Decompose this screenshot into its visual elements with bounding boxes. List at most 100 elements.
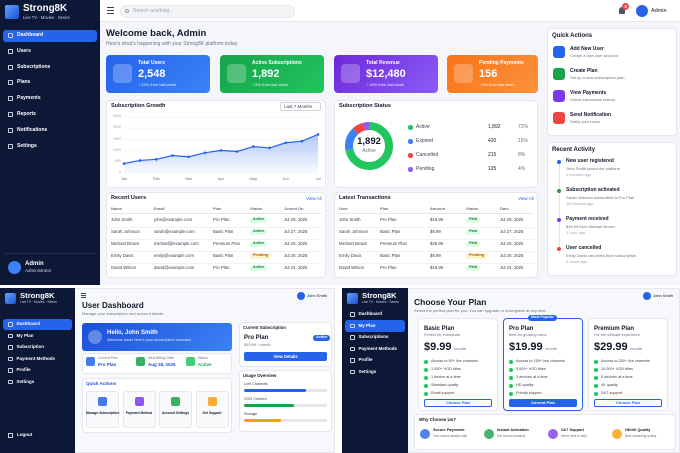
stat-icon bbox=[341, 64, 360, 83]
feature-icon bbox=[484, 429, 494, 439]
panel bbox=[547, 28, 677, 136]
menu-icon-line bbox=[107, 13, 114, 14]
nav-item[interactable]: My Plan bbox=[16, 332, 34, 338]
action-title[interactable]: Send Notification bbox=[570, 112, 612, 118]
topbar-user[interactable]: Admin bbox=[651, 7, 667, 14]
stat-icon bbox=[86, 357, 95, 366]
timeline bbox=[558, 162, 560, 254]
action-icon[interactable] bbox=[553, 112, 565, 124]
action-icon[interactable] bbox=[553, 46, 565, 58]
legend-dot bbox=[408, 153, 413, 158]
divider bbox=[4, 253, 96, 254]
brand-tagline: Live TV · Movies · Series bbox=[23, 14, 70, 20]
plan-button[interactable] bbox=[594, 399, 662, 407]
feature-title: Secure Payments bbox=[433, 428, 465, 432]
view-all-link[interactable]: View All bbox=[518, 196, 534, 201]
nav-item[interactable]: Dashboard bbox=[16, 321, 41, 326]
stat-icon bbox=[186, 357, 195, 366]
nav-item[interactable]: Reports bbox=[17, 111, 36, 117]
nav-item[interactable]: Subscriptions bbox=[17, 63, 51, 70]
action-title[interactable]: Add New User bbox=[570, 46, 604, 52]
x-tick-label: Mar bbox=[185, 176, 193, 181]
action-title[interactable]: View Payments bbox=[570, 90, 607, 96]
check-icon bbox=[594, 384, 598, 388]
status-pill: Paid bbox=[466, 265, 481, 271]
action-title[interactable]: Create Plan bbox=[570, 68, 598, 74]
view-all-link[interactable]: View All bbox=[306, 196, 322, 201]
feature-subtitle: Best streaming quality bbox=[625, 434, 657, 438]
x-tick-label: Jan bbox=[120, 176, 128, 181]
column-header: User bbox=[339, 206, 348, 211]
nav-item[interactable]: Profile bbox=[16, 367, 31, 372]
usage-bar bbox=[244, 404, 294, 407]
row-rule bbox=[338, 262, 534, 263]
badge bbox=[622, 3, 629, 10]
stat-icon bbox=[113, 64, 132, 83]
table-cell: $9.99 bbox=[430, 229, 441, 234]
status-pill: Pending bbox=[250, 253, 271, 259]
plan-price: $29.99 bbox=[594, 341, 628, 353]
nav-item[interactable]: Payment Methods bbox=[16, 355, 56, 361]
plan-price: $9.99 bbox=[424, 341, 452, 353]
action-tile[interactable] bbox=[195, 391, 229, 428]
menu-icon-line bbox=[107, 10, 114, 11]
admin-name: Admin bbox=[25, 261, 44, 267]
feature-subtitle: Get access instantly bbox=[497, 434, 526, 438]
brand-name: Strong8K bbox=[23, 3, 68, 14]
status-pill: Active bbox=[250, 217, 268, 223]
table-cell: Jul 27, 2025 bbox=[284, 229, 308, 234]
brand-name: Strong8K bbox=[362, 291, 397, 300]
nav-active bbox=[3, 29, 97, 42]
page-title: User Dashboard bbox=[82, 301, 144, 310]
stat-value: 1,892 bbox=[252, 68, 280, 80]
nav-item[interactable]: Subscription bbox=[16, 344, 45, 349]
nav-item[interactable]: Dashboard bbox=[17, 32, 44, 38]
bell-icon[interactable] bbox=[619, 7, 625, 14]
nav-item[interactable]: Settings bbox=[17, 142, 37, 149]
page-subtitle: Manage your subscription and account det… bbox=[82, 311, 164, 316]
nav-item[interactable]: Plans bbox=[17, 79, 31, 86]
header-rule bbox=[338, 213, 534, 214]
nav-item[interactable]: Users bbox=[17, 47, 31, 54]
avatar bbox=[643, 292, 651, 300]
logo-icon bbox=[5, 293, 16, 304]
nav-item[interactable]: Subscriptions bbox=[358, 334, 389, 339]
plan-period: /month bbox=[454, 346, 467, 351]
stat-label: Total Users bbox=[138, 60, 165, 66]
column-header: Plan bbox=[380, 206, 389, 211]
nav-item[interactable]: Profile bbox=[358, 357, 373, 362]
button[interactable] bbox=[244, 352, 327, 361]
nav-item[interactable]: My Plan bbox=[358, 322, 376, 328]
admin-role: Administrator bbox=[25, 268, 52, 273]
nav-icon bbox=[350, 358, 355, 363]
nav-item[interactable]: Payment Methods bbox=[358, 345, 398, 351]
plan-feature: 1,000+ VOD titles bbox=[431, 367, 461, 371]
plan-button[interactable] bbox=[424, 399, 492, 407]
hello-subtitle: Welcome back! Here's your subscription o… bbox=[107, 338, 192, 342]
status-count: 420 bbox=[488, 138, 497, 144]
plan-tagline: Perfect for individuals bbox=[424, 333, 461, 337]
logout[interactable]: Logout bbox=[17, 432, 33, 437]
stat-change: ↑ 12% from last week bbox=[138, 82, 177, 87]
nav-item[interactable]: Dashboard bbox=[358, 311, 383, 316]
nav-item[interactable]: Settings bbox=[358, 368, 377, 374]
filter-select[interactable] bbox=[280, 102, 321, 111]
panel-title: Subscription Status bbox=[339, 103, 391, 109]
action-tile[interactable] bbox=[86, 391, 119, 428]
check-icon bbox=[594, 376, 598, 380]
nav-item[interactable]: Settings bbox=[16, 378, 35, 384]
menu-icon-line bbox=[81, 297, 86, 298]
action-icon[interactable] bbox=[553, 90, 565, 102]
search-box[interactable] bbox=[120, 5, 295, 18]
table-cell: Basic Plan bbox=[213, 229, 234, 234]
nav-item[interactable]: Payments bbox=[17, 95, 41, 102]
plan-button[interactable] bbox=[509, 399, 577, 407]
brand-tagline: Live TV · Movies · Series bbox=[20, 300, 57, 305]
usage-bar bbox=[244, 419, 282, 422]
row-rule bbox=[338, 238, 534, 239]
table-cell: michael@example.com bbox=[154, 241, 199, 246]
nav-item[interactable]: Notifications bbox=[17, 126, 48, 133]
action-icon[interactable] bbox=[553, 68, 565, 80]
table-cell: Jul 25, 2025 bbox=[284, 253, 308, 258]
